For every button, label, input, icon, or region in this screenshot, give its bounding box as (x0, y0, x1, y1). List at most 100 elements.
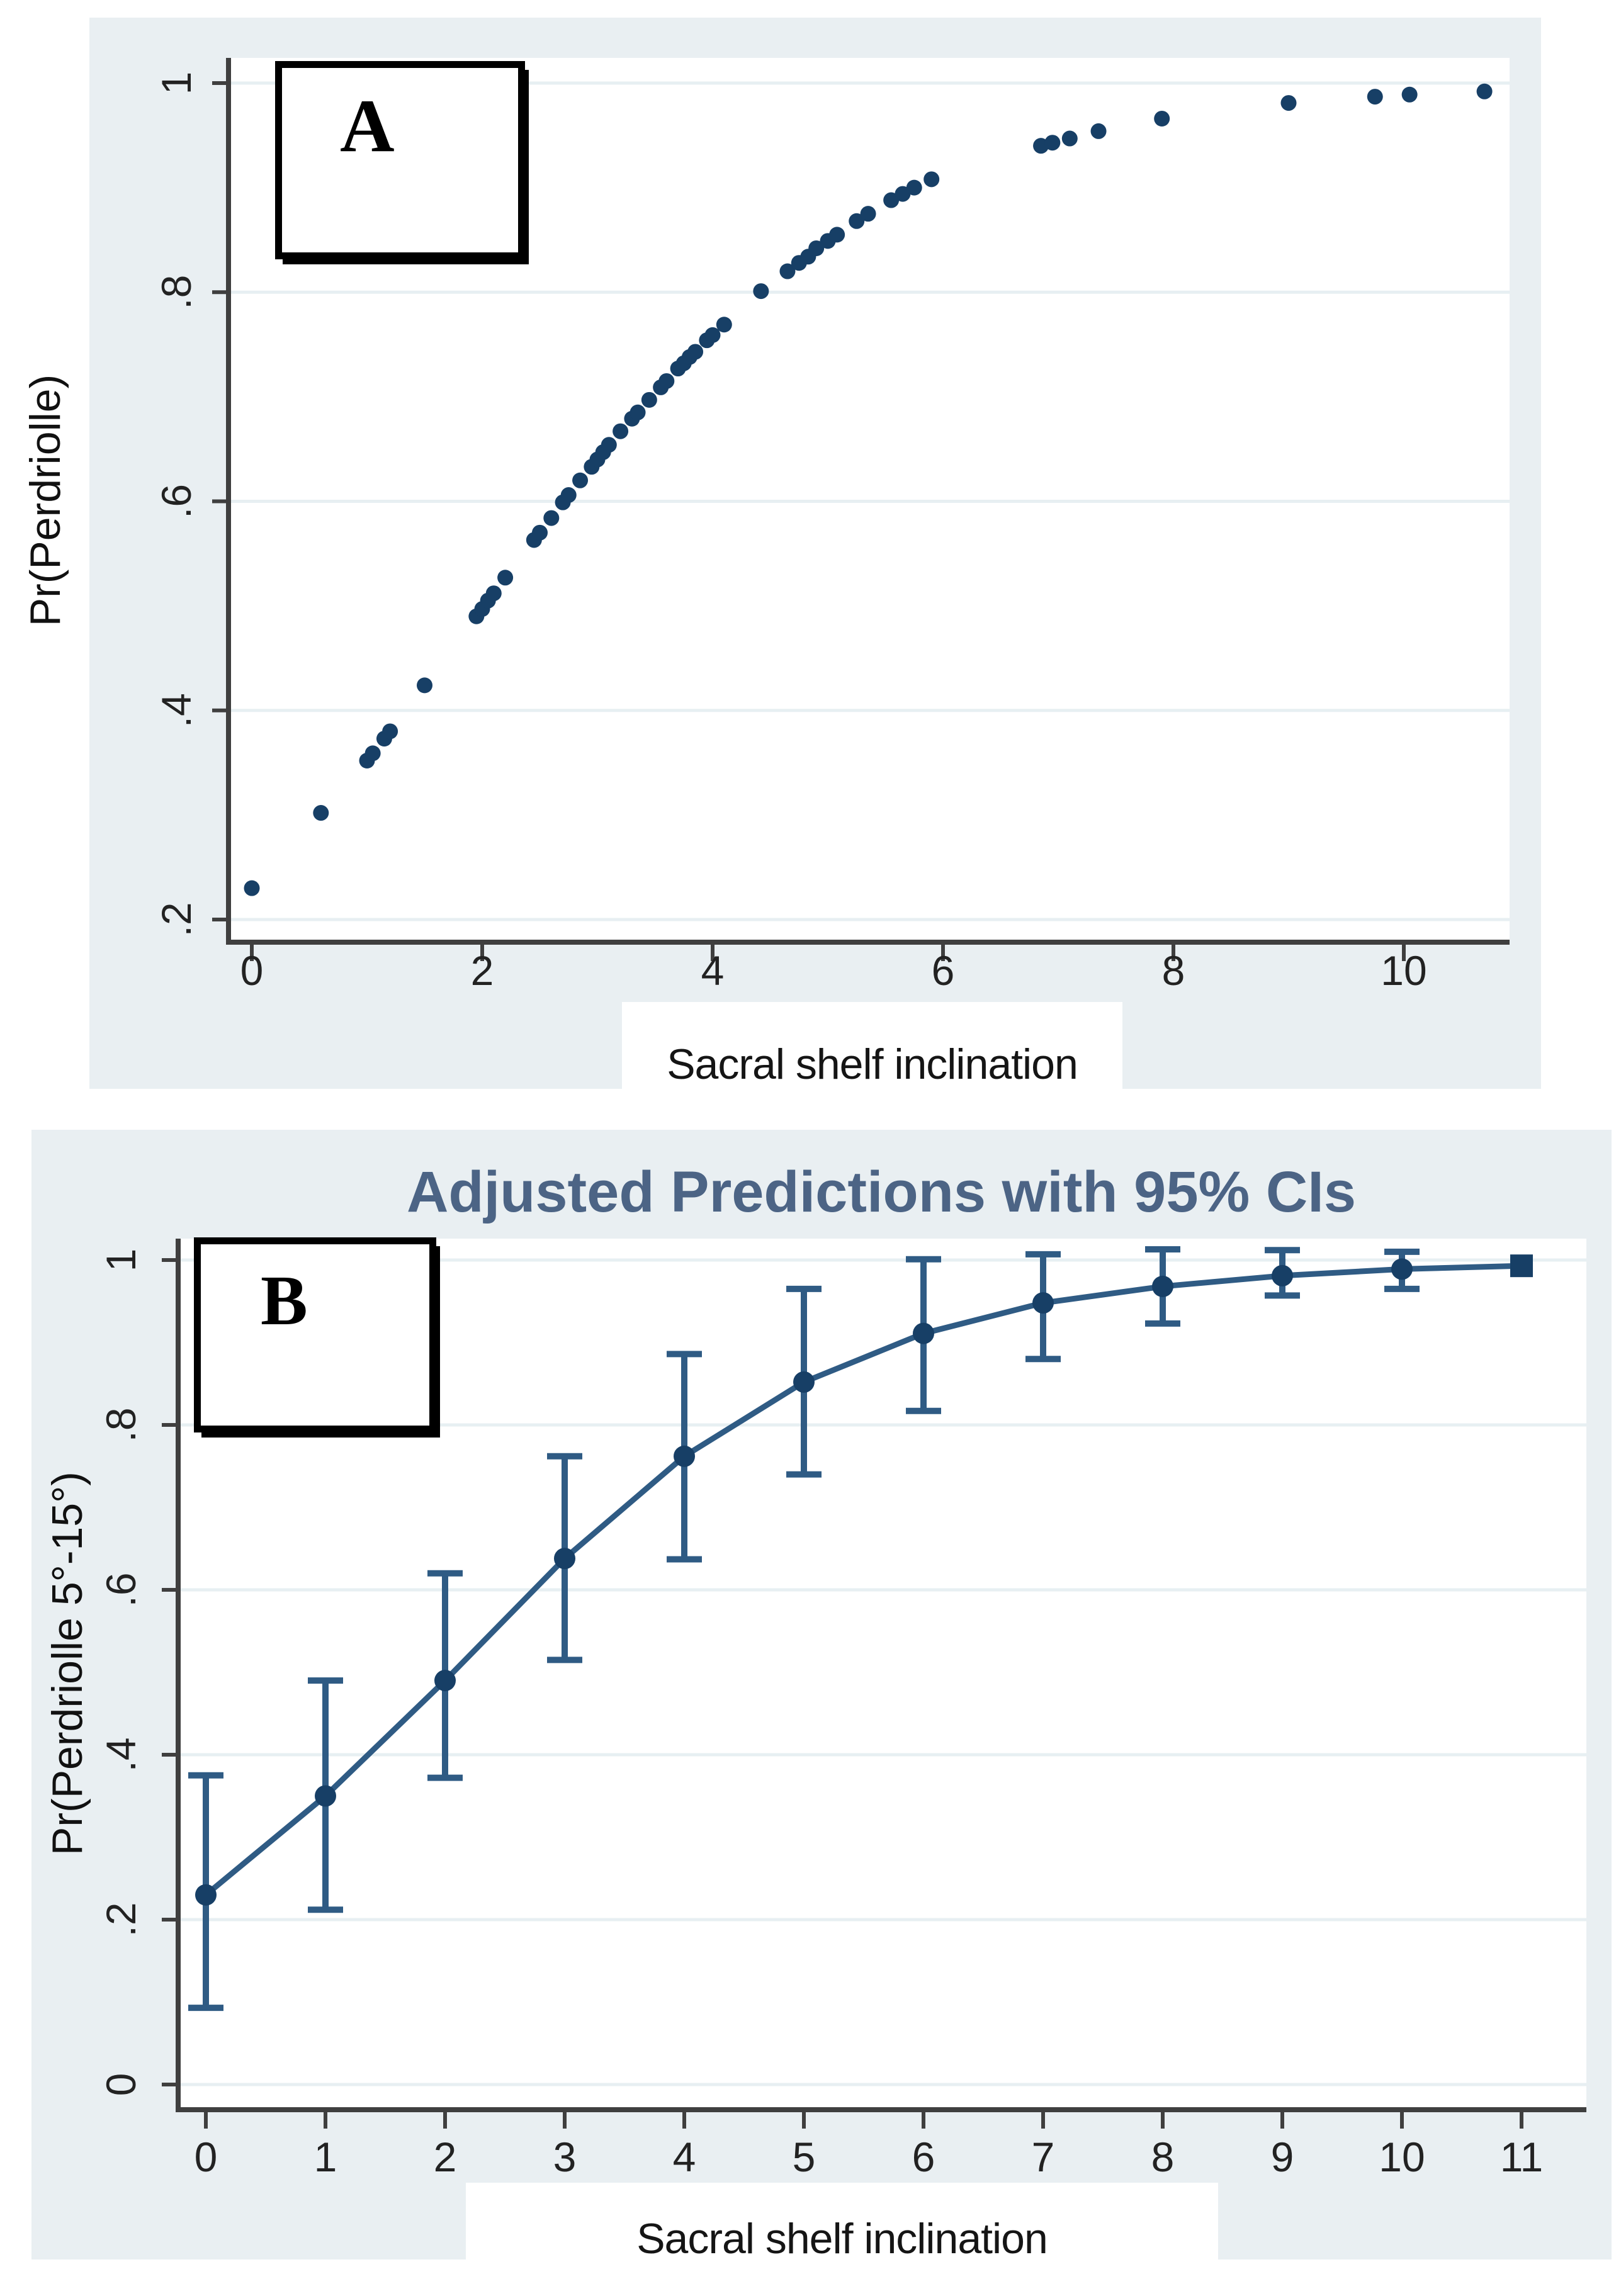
x-tick-label: 10 (1379, 2134, 1425, 2180)
scatter-point (313, 805, 329, 821)
x-tick-label: 4 (673, 2134, 696, 2180)
scatter-point (716, 317, 732, 333)
scatter-point (895, 186, 911, 202)
scatter-point (779, 263, 796, 279)
prediction-marker (434, 1670, 456, 1692)
chart-b-prediction-markers (195, 1254, 1533, 1906)
scatter-point (641, 391, 657, 408)
x-tick-label: 2 (471, 947, 494, 994)
y-tick-label: .6 (153, 484, 200, 519)
scatter-point (543, 510, 560, 526)
x-tick-label: 5 (793, 2134, 816, 2180)
scatter-point (1154, 110, 1170, 127)
chart-b-x-tick-labels: 0 1 2 3 4 5 6 7 8 9 10 11 (195, 2134, 1544, 2180)
panel-a-letter-box: A (275, 61, 525, 259)
scatter-point (1044, 135, 1061, 151)
scatter-point (704, 327, 721, 343)
prediction-marker (674, 1445, 695, 1467)
panel-b-letter: B (261, 1262, 308, 1340)
x-tick-label: 1 (314, 2134, 337, 2180)
prediction-marker (315, 1785, 336, 1807)
y-tick-label: 1 (153, 72, 200, 95)
panel-a-letter: A (340, 84, 395, 167)
prediction-marker (195, 1884, 217, 1906)
chart-a-x-axis-title: Sacral shelf inclination (667, 1040, 1078, 1088)
x-tick-label: 11 (1500, 2134, 1544, 2180)
chart-b-axes (176, 1239, 1586, 2112)
scatter-point (364, 745, 381, 762)
y-tick-label: .2 (98, 1902, 144, 1937)
scatter-point (244, 880, 260, 896)
prediction-marker (793, 1371, 815, 1393)
scatter-point (1401, 86, 1418, 103)
prediction-marker (913, 1322, 934, 1344)
y-tick-label: .4 (153, 693, 200, 728)
scatter-point (613, 423, 629, 439)
scatter-point (860, 206, 876, 222)
scatter-point (1061, 130, 1078, 147)
chart-b-y-axis-title: Pr(Perdriolle 5°-15°) (43, 1472, 91, 1855)
scatter-point (417, 677, 432, 694)
y-tick-label: .6 (98, 1572, 144, 1607)
x-tick-label: 0 (195, 2134, 218, 2180)
prediction-marker (1032, 1292, 1054, 1314)
prediction-marker (554, 1548, 575, 1570)
prediction-marker (1152, 1275, 1173, 1297)
chart-b-title: Adjusted Predictions with 95% CIs (406, 1160, 1357, 1224)
y-tick-label: .2 (153, 902, 200, 937)
chart-b-tick-marks (162, 1258, 1523, 2129)
prediction-marker (1272, 1264, 1293, 1286)
scatter-point (687, 344, 704, 360)
prediction-square-marker (1510, 1254, 1533, 1278)
chart-a-x-axis-title-box: Sacral shelf inclination (622, 1002, 1122, 1127)
x-tick-label: 0 (240, 947, 264, 994)
scatter-point (497, 570, 514, 586)
chart-b-x-axis-title: Sacral shelf inclination (636, 2215, 1048, 2263)
x-tick-label: 6 (912, 2134, 935, 2180)
x-tick-label: 10 (1381, 947, 1426, 994)
x-tick-label: 7 (1032, 2134, 1055, 2180)
scatter-point (808, 240, 825, 256)
x-tick-label: 8 (1151, 2134, 1175, 2180)
chart-a-x-tick-labels: 0 2 4 6 8 10 (240, 947, 1427, 994)
prediction-marker (1391, 1258, 1413, 1280)
y-tick-label: 1 (98, 1249, 144, 1272)
chart-b: 0 1 2 3 4 5 6 7 8 9 10 11 0 .2 .4 .6 .8 1 Pr(Perdriolle … (43, 1239, 1586, 2180)
y-tick-label: .8 (98, 1407, 144, 1442)
x-tick-label: 3 (553, 2134, 577, 2180)
scatter-point (560, 487, 577, 504)
x-tick-label: 2 (434, 2134, 457, 2180)
panel-b-letter-box: B (194, 1237, 436, 1432)
scatter-point (572, 472, 589, 488)
scatter-point (1476, 83, 1493, 99)
prediction-polyline (204, 1263, 1522, 1898)
chart-a-y-axis-title: Pr(Perdriolle) (21, 374, 69, 627)
scatter-point (883, 192, 900, 208)
scatter-point (829, 227, 845, 243)
x-tick-label: 8 (1162, 947, 1185, 994)
scatter-point (923, 171, 940, 188)
x-tick-label: 6 (932, 947, 955, 994)
scatter-point (753, 283, 769, 300)
chart-a-scatter-points (244, 83, 1493, 896)
scatter-point (849, 213, 865, 229)
chart-a-y-tick-labels: .2 .4 .6 .8 1 (153, 72, 200, 937)
chart-b-x-axis-title-box: Sacral shelf inclination (466, 2183, 1218, 2295)
chart-a-tick-marks (212, 81, 1406, 961)
y-tick-label: .4 (98, 1737, 144, 1772)
scatter-point (382, 723, 398, 740)
scatter-point (1280, 95, 1297, 111)
scatter-point (601, 437, 617, 453)
scatter-point (485, 585, 502, 602)
chart-a: 0 2 4 6 8 10 .2 .4 .6 .8 1 Pr(Perdriolle) (21, 58, 1510, 994)
scatter-point (1367, 89, 1383, 105)
x-tick-label: 4 (701, 947, 725, 994)
chart-b-prediction-line (204, 1263, 1522, 1898)
y-tick-label: 0 (98, 2073, 144, 2096)
scatter-point (1090, 123, 1107, 139)
scatter-point (658, 373, 675, 389)
scatter-point (532, 524, 548, 541)
x-tick-label: 9 (1271, 2134, 1294, 2180)
